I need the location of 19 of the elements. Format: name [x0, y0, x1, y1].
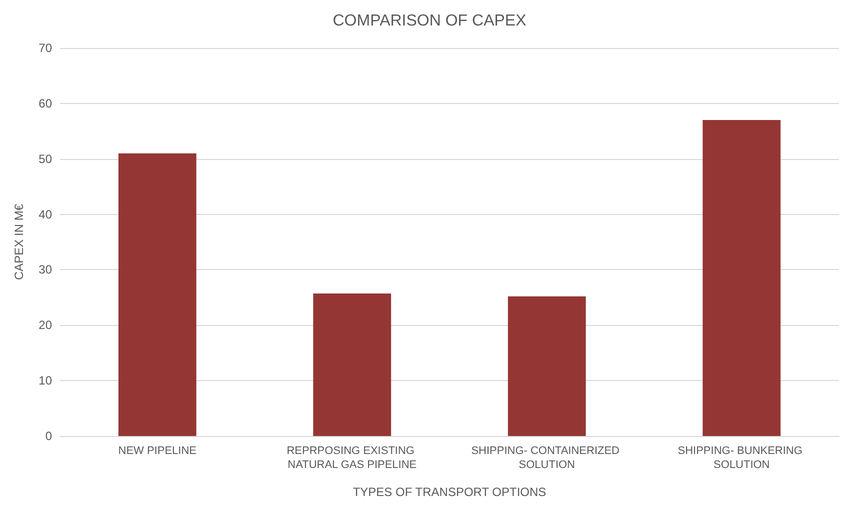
- chart-title: COMPARISON OF CAPEX: [332, 12, 527, 30]
- y-tick-label: 60: [38, 96, 52, 110]
- y-tick-label: 10: [38, 374, 52, 388]
- bar: [702, 120, 781, 436]
- bar: [508, 296, 586, 436]
- x-axis-title: TYPES OF TRANSPORT OPTIONS: [352, 485, 546, 499]
- y-tick-label: 30: [38, 262, 52, 277]
- x-tick-label: SHIPPING- BUNKERING SOLUTION: [678, 445, 806, 471]
- y-tick-label: 70: [38, 41, 52, 55]
- y-tick-label: 50: [38, 152, 52, 166]
- y-tick-label: 20: [38, 318, 52, 332]
- y-tick-label: 40: [38, 207, 52, 222]
- bar: [313, 294, 392, 436]
- y-tick-label: 0: [45, 429, 52, 443]
- bar: [118, 153, 196, 436]
- x-tick-label: REPRPOSING EXISTING NATURAL GAS PIPELINE: [286, 445, 418, 471]
- y-axis-title: CAPEX IN M€: [12, 204, 26, 280]
- x-tick-label: NEW PIPELINE: [118, 445, 196, 457]
- x-tick-label: SHIPPING- CONTAINERIZED SOLUTION: [471, 445, 623, 471]
